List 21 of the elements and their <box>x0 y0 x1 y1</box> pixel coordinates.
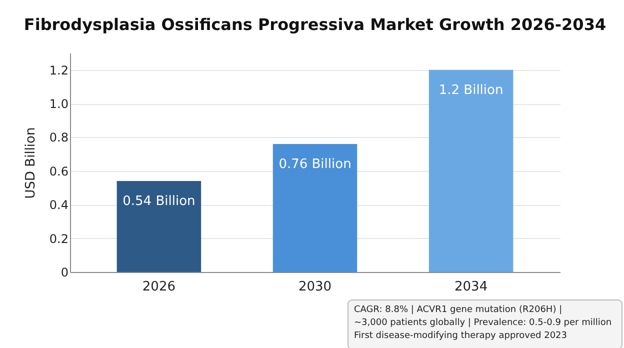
y-tick-label: 0.2 <box>49 232 68 246</box>
text: ~3,000 patients globally | Prevalence: 0.5-0.9 per million <box>354 318 612 328</box>
bar <box>116 181 202 272</box>
bar <box>272 144 358 272</box>
y-axis-title: USD Billion <box>23 127 38 199</box>
bar <box>428 70 514 272</box>
x-tick-label: 2026 <box>142 280 176 294</box>
text: First disease-modifying therapy approved 2023 <box>354 331 568 341</box>
text: CAGR: 8.8% | ACVR1 gene mutation (R206H) | <box>354 305 562 315</box>
y-tick-label: 0 <box>60 266 68 280</box>
y-tick-label: 1.0 <box>49 97 68 112</box>
x-tick-label: 2034 <box>454 280 488 294</box>
x-tick-label: 2030 <box>298 280 332 294</box>
y-tick-label: 0.8 <box>49 130 68 145</box>
y-tick-label: 1.2 <box>49 63 68 78</box>
data-label: 0.54 Billion <box>122 194 196 210</box>
y-tick-label: 0.6 <box>49 164 68 178</box>
data-label: 1.2 Billion <box>438 82 504 98</box>
chart-title: Fibrodysplasia Ossificans Progressiva Market Growth 2026-2034 <box>24 15 606 34</box>
data-label: 0.76 Billion <box>278 156 352 172</box>
y-tick-label: 0.4 <box>49 198 68 212</box>
